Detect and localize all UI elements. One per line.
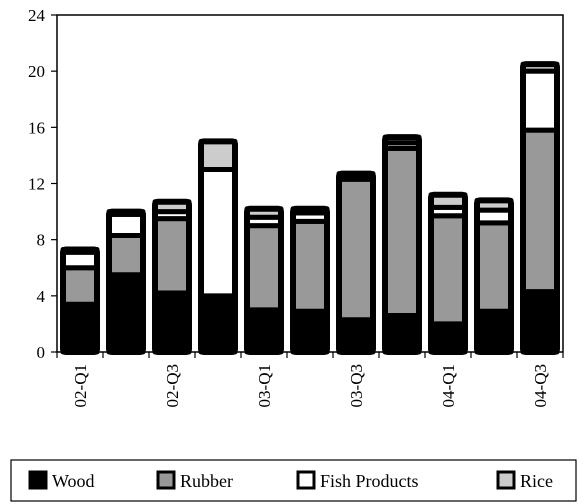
bar-segment-rubber xyxy=(428,213,468,327)
bar-outline xyxy=(428,191,468,355)
legend-label-fish-products: Fish Products xyxy=(320,471,419,491)
legend-swatch-fish-products xyxy=(296,470,316,490)
y-axis: 0 4 8 12 16 20 24 xyxy=(28,6,57,362)
bar-segment-wood xyxy=(520,289,560,355)
legend-label-rice: Rice xyxy=(520,471,553,491)
legend-swatch-rice xyxy=(496,470,516,490)
legend-label-wood: Wood xyxy=(52,471,95,491)
bar-outline xyxy=(520,61,560,355)
bar-segment-rubber xyxy=(244,223,284,313)
bar-outline xyxy=(336,170,376,355)
legend-box xyxy=(10,459,577,502)
bar-segment-wood xyxy=(336,317,376,355)
bar-outline xyxy=(152,198,192,355)
x-tick-label: 03-Q3 xyxy=(347,364,366,407)
bar-segment-wood xyxy=(474,308,514,355)
bar-outline xyxy=(474,197,514,355)
bar-segment-wood xyxy=(198,294,238,355)
x-axis: 02-Q1 02-Q3 03-Q1 03-Q3 04-Q1 04-Q3 xyxy=(56,352,564,407)
y-tick-label: 8 xyxy=(37,231,46,250)
bars-group xyxy=(60,61,560,355)
bar-outline xyxy=(290,205,330,355)
bar-segment-wood xyxy=(106,272,146,355)
bar-segment-fish-products xyxy=(198,166,238,299)
legend-label-rubber: Rubber xyxy=(180,471,233,491)
bar-segment-wood xyxy=(152,290,192,355)
bar-segment-wood xyxy=(244,307,284,355)
bar-outline xyxy=(60,246,100,355)
bar-outline xyxy=(382,134,422,355)
bar-outline xyxy=(198,138,238,355)
legend-swatch-wood xyxy=(28,470,48,490)
bar-segment-rubber xyxy=(152,216,192,296)
x-tick-label: 04-Q1 xyxy=(439,364,458,407)
bar-segment-rice xyxy=(198,138,238,172)
y-tick-label: 4 xyxy=(37,287,46,306)
bar-segment-wood xyxy=(60,301,100,355)
bar-segment-rubber xyxy=(474,220,514,314)
x-tick-label: 04-Q3 xyxy=(531,364,550,407)
y-tick-label: 12 xyxy=(28,175,45,194)
bar-segment-rubber xyxy=(60,265,100,307)
y-tick-label: 24 xyxy=(28,6,46,25)
bar-segment-rubber xyxy=(382,145,422,318)
x-tick-label: 02-Q3 xyxy=(163,364,182,407)
bar-segment-wood xyxy=(290,308,330,355)
bar-segment-rubber xyxy=(106,232,146,278)
bar-outline xyxy=(106,208,146,355)
bar-segment-fish-products xyxy=(106,211,146,238)
legend-swatch-rubber xyxy=(156,470,176,490)
bar-segment-wood xyxy=(428,321,468,355)
bar-outline xyxy=(244,205,284,355)
x-tick-label: 02-Q1 xyxy=(71,364,90,407)
bar-segment-rubber xyxy=(520,127,560,295)
y-tick-label: 16 xyxy=(28,118,45,137)
bar-segment-rubber xyxy=(290,218,330,314)
y-tick-label: 0 xyxy=(37,343,46,362)
bar-segment-rubber xyxy=(336,176,376,323)
bar-segment-wood xyxy=(382,312,422,355)
bar-segment-fish-products xyxy=(520,68,560,133)
x-tick-label: 03-Q1 xyxy=(255,364,274,407)
y-tick-label: 20 xyxy=(28,62,45,81)
legend: Wood Rubber Fish Products Rice xyxy=(10,459,577,502)
